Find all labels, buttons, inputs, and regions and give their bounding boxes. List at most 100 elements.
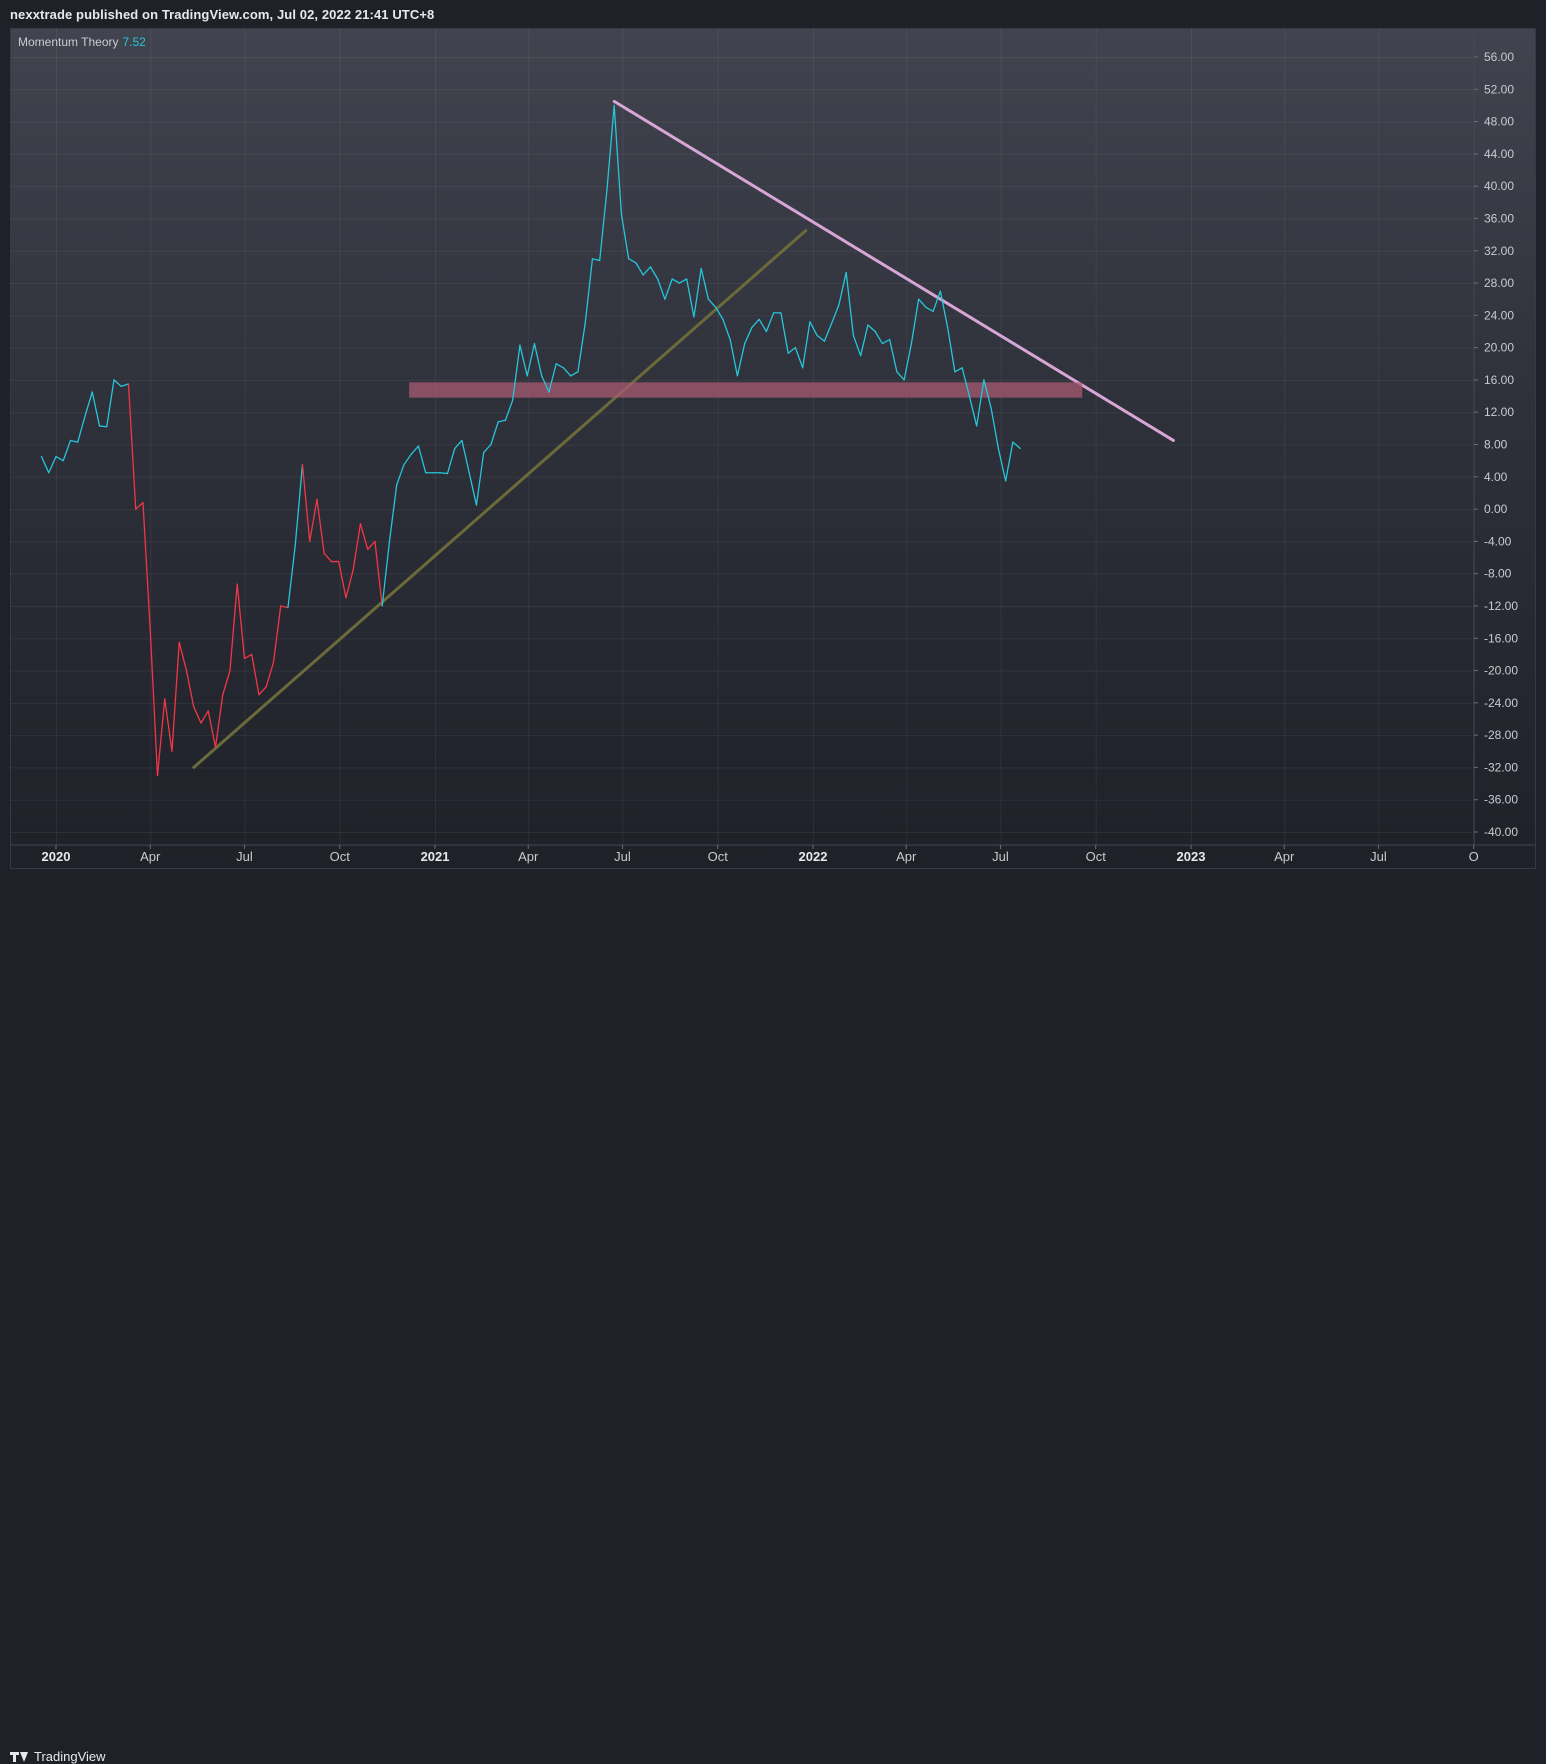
indicator-value: 7.52 (122, 35, 146, 49)
y-tick-label: -36.00 (1484, 793, 1518, 807)
series-segment (417, 445, 427, 474)
series-segment (316, 498, 325, 555)
series-segment (207, 710, 217, 748)
series-segment (526, 342, 536, 377)
series-segment (294, 464, 304, 547)
x-tick-label: O (1469, 849, 1479, 864)
series-segment (541, 375, 550, 393)
series-segment (142, 501, 151, 631)
y-tick-label: 20.00 (1484, 341, 1514, 355)
series-segment (548, 363, 557, 393)
series-segment (867, 324, 876, 333)
time-axis: 2020 Apr Jul Oct 2021 Apr Jul Oct 2022 Apr Jul Oct 2… (10, 844, 1535, 864)
series-segment (280, 605, 289, 609)
series-segment (468, 472, 478, 506)
y-tick-label: 0.00 (1484, 502, 1508, 516)
y-tick-label: -40.00 (1484, 825, 1518, 839)
series-segment (287, 544, 296, 609)
series-segment (896, 371, 905, 381)
series-segment (77, 415, 86, 443)
series-segment (345, 568, 354, 599)
series-segment (961, 367, 971, 397)
publish-info: nexxtrade published on TradingView.com, … (10, 7, 435, 22)
series-segment (910, 298, 920, 345)
series-segment (512, 344, 521, 401)
series-segment (149, 629, 159, 777)
footer: TradingView (0, 869, 1546, 1764)
top-bar: nexxtrade published on TradingView.com, … (0, 0, 1546, 28)
series-segment (214, 694, 224, 748)
series-segment (628, 258, 637, 264)
series-segment (367, 540, 376, 551)
chart-pane[interactable] (10, 28, 1536, 869)
series-segment (925, 306, 934, 312)
series-segment (55, 455, 64, 462)
series-segment (309, 498, 318, 543)
y-tick-label: -12.00 (1484, 599, 1518, 613)
y-tick-label: 44.00 (1484, 147, 1514, 161)
x-tick-label: Jul (236, 849, 253, 864)
series-segment (388, 484, 398, 543)
series-segment (156, 698, 166, 777)
y-tick-label: 32.00 (1484, 244, 1514, 258)
series-segment (1004, 441, 1014, 482)
chart-grid (10, 28, 1475, 845)
series-segment (932, 290, 942, 312)
series-segment (744, 326, 753, 345)
series-segment (722, 318, 731, 341)
series-segment (983, 379, 992, 409)
series-segment (939, 290, 949, 329)
series-segment (374, 540, 383, 607)
y-tick-label: 36.00 (1484, 211, 1514, 225)
y-tick-label: -16.00 (1484, 631, 1518, 645)
series-segment (200, 710, 209, 724)
y-tick-label: 40.00 (1484, 179, 1514, 193)
series-segment (888, 338, 898, 373)
x-tick-label: Apr (518, 849, 539, 864)
series-segment (113, 379, 122, 388)
series-segment (700, 267, 710, 300)
x-tick-label: Jul (614, 849, 631, 864)
x-tick-label: Oct (1086, 849, 1107, 864)
x-tick-label: Jul (992, 849, 1009, 864)
momentum-chart[interactable]: 56.00 52.00 48.00 44.00 40.00 36.00 32.00 28.00… (0, 0, 1546, 869)
series-segment (236, 583, 246, 660)
series-segment (519, 344, 528, 377)
x-tick-label: Oct (330, 849, 351, 864)
series-segment (823, 322, 833, 342)
series-segment (396, 464, 405, 486)
y-tick-label: -20.00 (1484, 664, 1518, 678)
support-trendline (192, 229, 808, 769)
x-tick-label: 2020 (42, 849, 71, 864)
series-segment (881, 338, 891, 345)
series-segment (490, 421, 499, 446)
indicator-legend[interactable]: Momentum Theory 7.52 (18, 35, 146, 49)
series-segment (968, 395, 978, 427)
series-segment (301, 464, 311, 543)
x-tick-label: Apr (896, 849, 917, 864)
series-segment (106, 379, 115, 428)
series-segment (439, 472, 449, 475)
y-tick-label: 12.00 (1484, 405, 1514, 419)
x-tick-label: Apr (1274, 849, 1295, 864)
series-segment (780, 312, 789, 354)
series-segment (1012, 441, 1021, 450)
series-segment (258, 686, 267, 696)
series-segment (164, 698, 173, 752)
series-segment (997, 447, 1007, 482)
tradingview-logo[interactable]: TradingView (10, 1749, 106, 1764)
series-segment (251, 653, 260, 696)
series-segment (946, 326, 956, 373)
y-tick-label: -4.00 (1484, 534, 1512, 548)
series-segment (533, 342, 543, 377)
momentum-series (40, 104, 1021, 777)
series-segment (686, 278, 695, 318)
series-segment (504, 399, 514, 421)
series-segment (751, 318, 760, 329)
series-segment (954, 367, 963, 373)
series-segment (127, 383, 137, 510)
y-tick-label: 48.00 (1484, 115, 1514, 129)
series-segment (642, 266, 652, 276)
tradingview-logo-icon (10, 1751, 30, 1763)
x-tick-label: Apr (140, 849, 161, 864)
